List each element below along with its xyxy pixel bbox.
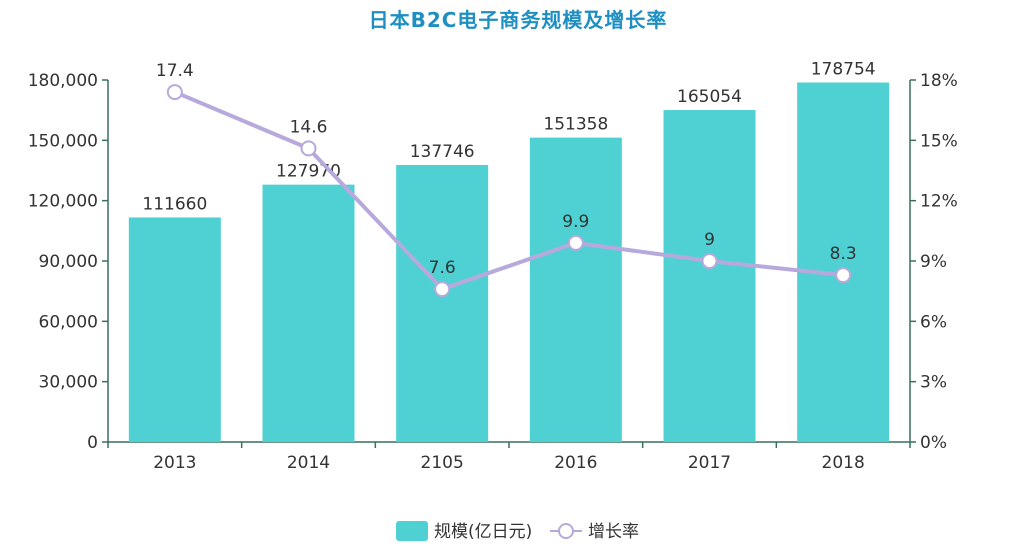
left-tick-label: 180,000 — [28, 71, 98, 91]
right-tick-label: 3% — [920, 373, 947, 393]
right-tick-label: 0% — [920, 433, 947, 453]
x-tick-label: 2018 — [822, 453, 865, 473]
legend: 规模(亿日元) 增长率 — [396, 521, 639, 542]
left-tick-label: 60,000 — [39, 312, 98, 332]
x-tick-label: 2016 — [554, 453, 597, 473]
bar — [262, 184, 355, 442]
growth-value-label: 9.9 — [562, 212, 589, 232]
growth-value-label: 8.3 — [830, 244, 857, 264]
growth-point — [567, 234, 584, 251]
growth-line — [174, 90, 844, 292]
left-tick-label: 30,000 — [39, 373, 98, 393]
right-tick-label: 15% — [920, 131, 958, 151]
legend-line-label: 增长率 — [588, 522, 639, 542]
legend-bar-label: 规模(亿日元) — [434, 522, 532, 542]
right-tick-label: 6% — [920, 312, 947, 332]
x-tick-label: 2014 — [287, 453, 330, 473]
bar-value-label: 165054 — [677, 87, 742, 107]
growth-point — [701, 253, 718, 269]
growth-value-label: 9 — [704, 230, 715, 250]
axes-group: 0 30,000 60,000 90,000 120,000 150,000 180,000… — [28, 71, 958, 473]
right-tick-label: 18% — [920, 71, 958, 91]
x-tick-label: 2013 — [153, 453, 196, 473]
left-tick-label: 120,000 — [28, 192, 98, 212]
bar-value-label: 151358 — [543, 115, 608, 135]
bar — [128, 217, 221, 442]
bar-value-label: 111660 — [142, 194, 207, 214]
right-tick-label: 12% — [920, 192, 958, 212]
right-tick-label: 9% — [920, 252, 947, 272]
left-tick-label: 90,000 — [39, 252, 98, 272]
bar — [797, 82, 890, 442]
left-tick-label: 0 — [87, 433, 98, 453]
legend-bar-swatch — [396, 521, 428, 541]
growth-point — [434, 281, 451, 298]
left-tick-label: 150,000 — [28, 131, 98, 151]
growth-point — [300, 140, 317, 157]
legend-line-marker — [558, 523, 574, 539]
growth-value-label: 17.4 — [156, 61, 194, 81]
bar-value-label: 178754 — [811, 60, 876, 80]
x-tick-label: 2105 — [421, 453, 464, 473]
growth-value-label: 7.6 — [429, 258, 456, 278]
bar — [529, 137, 622, 443]
bar-value-label: 137746 — [410, 142, 475, 162]
growth-line-group: 17.4 14.6 7.6 9.9 9 8.3 — [156, 61, 857, 298]
growth-point — [835, 267, 852, 284]
bar — [663, 110, 756, 442]
x-tick-label: 2017 — [688, 453, 731, 473]
growth-value-label: 14.6 — [290, 117, 328, 137]
chart-title: 日本B2C电子商务规模及增长率 — [368, 8, 668, 32]
bar — [396, 164, 489, 443]
growth-point — [166, 84, 183, 101]
